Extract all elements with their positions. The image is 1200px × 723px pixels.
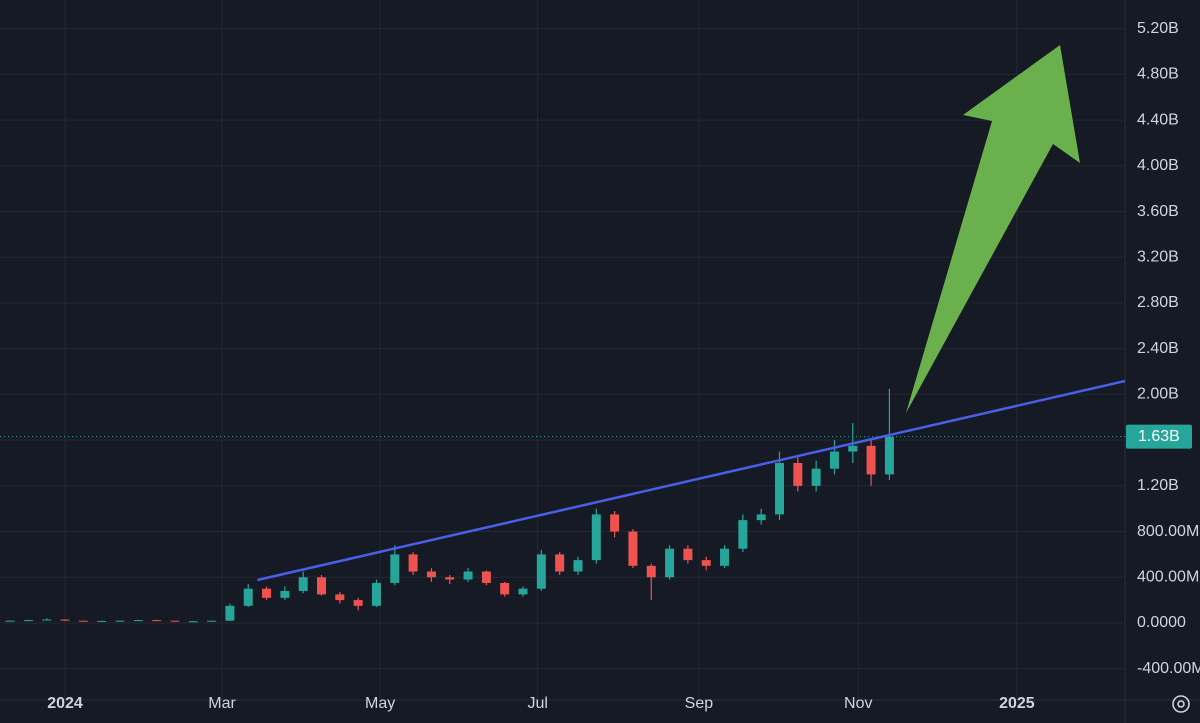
- x-tick-label: May: [365, 695, 395, 712]
- candle-body: [573, 560, 583, 572]
- candle-body: [445, 577, 455, 580]
- arrow: [906, 45, 1080, 413]
- plot-area: [0, 0, 1126, 700]
- candle-body: [591, 514, 601, 561]
- candle-body: [60, 619, 70, 621]
- x-tick-label: 2025: [999, 695, 1035, 712]
- candle-body: [793, 462, 803, 486]
- x-tick-label: Sep: [685, 695, 714, 712]
- y-tick-label: 3.60B: [1137, 203, 1179, 220]
- candle-body: [408, 554, 418, 572]
- trendline: [257, 379, 1126, 582]
- last-price-label: 1.63B: [1138, 428, 1180, 445]
- candle-body: [97, 620, 107, 622]
- x-tick-label: 2024: [47, 695, 83, 712]
- y-tick-label: 800.00M: [1137, 523, 1199, 540]
- candle-body: [335, 594, 345, 601]
- candle-body: [463, 571, 473, 580]
- candle-body: [188, 621, 198, 623]
- x-tick-label: Jul: [527, 695, 547, 712]
- candle-body: [23, 620, 33, 622]
- candle-body: [536, 554, 546, 589]
- candle-body: [701, 560, 711, 566]
- candle-body: [298, 577, 308, 591]
- candle-body: [481, 571, 491, 583]
- x-tick-label: Nov: [844, 695, 872, 712]
- candle-body: [78, 620, 88, 622]
- candle-body: [720, 548, 730, 566]
- candle-body: [738, 520, 748, 549]
- candle-body: [829, 451, 839, 469]
- candle-body: [518, 588, 528, 595]
- candle-body: [243, 588, 253, 606]
- candle-body: [280, 590, 290, 598]
- candle-body: [866, 445, 876, 475]
- candle-body: [811, 468, 821, 486]
- y-tick-label: 4.00B: [1137, 157, 1179, 174]
- candle-body: [628, 531, 638, 566]
- candle-body: [665, 548, 675, 578]
- candle-body: [5, 620, 15, 622]
- candle-body: [610, 514, 620, 532]
- candle-body: [371, 582, 381, 606]
- candle-body: [317, 577, 327, 595]
- settings-icon[interactable]: [1172, 695, 1190, 713]
- y-tick-label: 5.20B: [1137, 20, 1179, 37]
- candle-body: [262, 588, 272, 598]
- candle-body: [133, 620, 143, 622]
- candle-body: [426, 571, 436, 578]
- y-tick-label: 0.0000: [1137, 614, 1186, 631]
- candle-body: [390, 554, 400, 583]
- y-tick-label: 2.80B: [1137, 294, 1179, 311]
- candle-body: [756, 514, 766, 521]
- candle-body: [115, 620, 125, 622]
- candle-body: [555, 554, 565, 572]
- candle-body: [683, 548, 693, 561]
- candle-body: [170, 620, 180, 622]
- y-tick-label: 1.20B: [1137, 477, 1179, 494]
- candle-body: [774, 462, 784, 515]
- candle-body: [848, 445, 858, 452]
- candle-body: [152, 620, 162, 622]
- y-tick-label: 4.80B: [1137, 66, 1179, 83]
- y-tick-label: 2.00B: [1137, 386, 1179, 403]
- candle-body: [646, 565, 656, 578]
- candle-body: [500, 582, 510, 595]
- x-tick-label: Mar: [208, 695, 236, 712]
- y-tick-label: 4.40B: [1137, 111, 1179, 128]
- candle-body: [207, 620, 217, 622]
- candle-body: [225, 605, 235, 621]
- y-tick-label: 400.00M: [1137, 568, 1199, 585]
- candle-body: [884, 436, 894, 475]
- candle-body: [42, 619, 52, 621]
- y-tick-label: 2.40B: [1137, 340, 1179, 357]
- candle-body: [353, 600, 363, 606]
- last-price-box: [1126, 424, 1192, 449]
- y-tick-label: -400.00M: [1137, 660, 1200, 677]
- y-tick-label: 3.20B: [1137, 248, 1179, 265]
